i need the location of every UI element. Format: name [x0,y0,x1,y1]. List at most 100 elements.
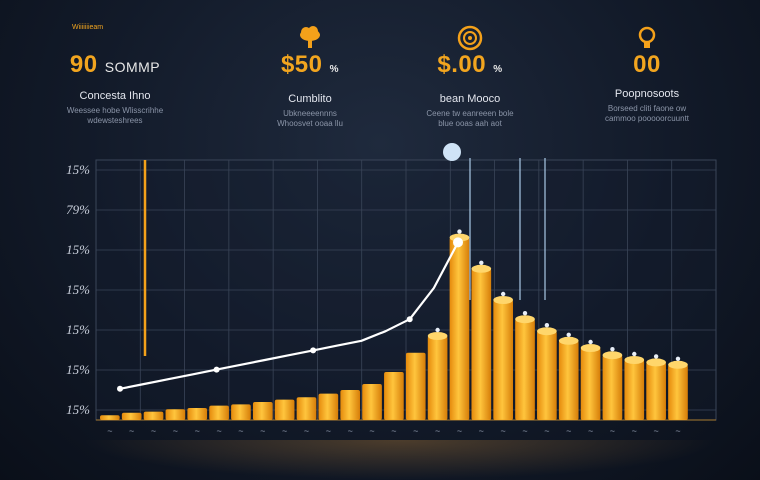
kpi-4-value: 00 [562,50,732,80]
kpi-2-label: Cumblito [288,93,332,105]
x-tick-label: ~ [369,426,374,436]
x-tick-label: ~ [151,426,156,436]
bar [252,402,273,420]
bar-cap [580,344,601,352]
bar [537,331,557,420]
bar [646,362,666,420]
trend-line-path [119,241,459,390]
chart-bars [100,229,688,420]
y-tick-label: 15% [66,242,90,257]
bar [384,372,404,420]
bar-node [500,291,506,297]
y-tick-label: 15% [66,402,90,417]
bar-node [632,351,637,357]
kpi-1-caption: Weessee hobe Wlisscrihhe wdewsteshrees [66,106,164,125]
y-tick-label: 15% [66,362,90,377]
bar-cap [493,296,513,304]
cloud-icon [225,26,395,50]
bar [187,408,208,420]
bar [274,399,295,420]
bar-cap [471,264,492,273]
kpi-4-caption: Borseed cliti faone ow cammoo pooooorcuu… [604,104,690,123]
x-tick-label: ~ [675,426,680,436]
bar [165,409,186,420]
x-tick-label: ~ [522,426,527,436]
bar [340,390,361,420]
x-tick-label: ~ [501,426,506,436]
kpi-card-4: 00 Poopnosoots Borseed cliti faone ow ca… [562,26,732,124]
bar [405,352,426,420]
x-tick-label: ~ [173,426,178,436]
trend-line [117,143,546,392]
kpi-1-label: Concesta Ihno [79,90,151,102]
kpi-3-caption: Ceene tw eanreeen bole blue ooas aah aot [426,109,514,128]
bar [209,405,229,420]
bar [231,404,251,420]
y-tick-label: 15% [66,282,90,297]
bar-node [610,347,615,352]
bar [121,412,142,420]
bar-cap [537,327,557,336]
bar [580,348,601,420]
x-tick-label: ~ [282,426,287,436]
bar [515,319,535,420]
trend-point [453,237,463,248]
bar-node [435,327,440,333]
y-tick-label: 15% [66,162,90,177]
kpi-card-3: $.00 % bean Mooco Ceene tw eanreeen bole… [385,25,555,129]
x-tick-label: ~ [129,426,134,436]
bar-node [544,323,550,328]
bulb-icon [562,26,732,50]
bar-node [653,354,659,359]
kpi-2-caption: Ubkneeeennns Whoosvet ooaa llu [277,109,343,128]
bar [449,237,470,420]
bar-cap [668,360,688,369]
kpi-2-value: $50 % [225,50,395,85]
kpi-4-label: Poopnosoots [614,88,680,100]
bar-node [457,229,462,234]
bar-cap [427,332,448,340]
bar [143,411,164,420]
kpi-3-number: $.00 [437,51,487,78]
x-tick-label: ~ [304,426,309,436]
x-tick-label: ~ [238,426,243,436]
x-tick-label: ~ [195,426,200,436]
bar [318,393,339,420]
trend-point [213,366,220,373]
bar [624,360,645,420]
bar-node [566,332,571,337]
bar [558,340,579,420]
bar-node [479,260,484,265]
x-tick-label: ~ [566,426,571,436]
bar [100,415,120,420]
bar [471,268,492,420]
trend-point [406,316,413,323]
bar [427,336,448,420]
x-tick-label: ~ [632,426,637,436]
bar-node [588,339,593,345]
x-tick-label: ~ [216,426,221,436]
x-tick-label: ~ [544,426,549,436]
kpi-1-value: 90 SOMMP [30,50,200,82]
kpi-2-number: $50 [280,51,323,78]
x-tick-label: ~ [653,426,658,436]
bar-cap [646,358,666,367]
target-icon [385,25,555,51]
bar [296,397,317,420]
x-tick-label: ~ [326,426,331,436]
peak-node [443,143,461,161]
x-tick-label: ~ [435,426,440,436]
kpi-1-number: 90 [69,51,98,78]
bar [668,364,688,420]
x-tick-label: ~ [457,426,462,436]
bar [493,300,513,420]
kpi-3-label: bean Mooco [439,93,501,105]
x-axis-ticks: ~ ~ ~ ~ ~ ~ ~ ~ ~ ~ ~ ~ ~ ~ ~ ~ ~ ~ ~ ~ ~ ~ ~ ~ ~ ~ ~ [96,419,716,436]
trend-point [310,347,317,354]
floor-glow [80,440,720,480]
kpi-2-unit: % [329,64,340,75]
bar-cap [602,351,623,360]
x-tick-label: ~ [391,426,396,436]
kpi-1-unit: SOMMP [104,59,161,75]
